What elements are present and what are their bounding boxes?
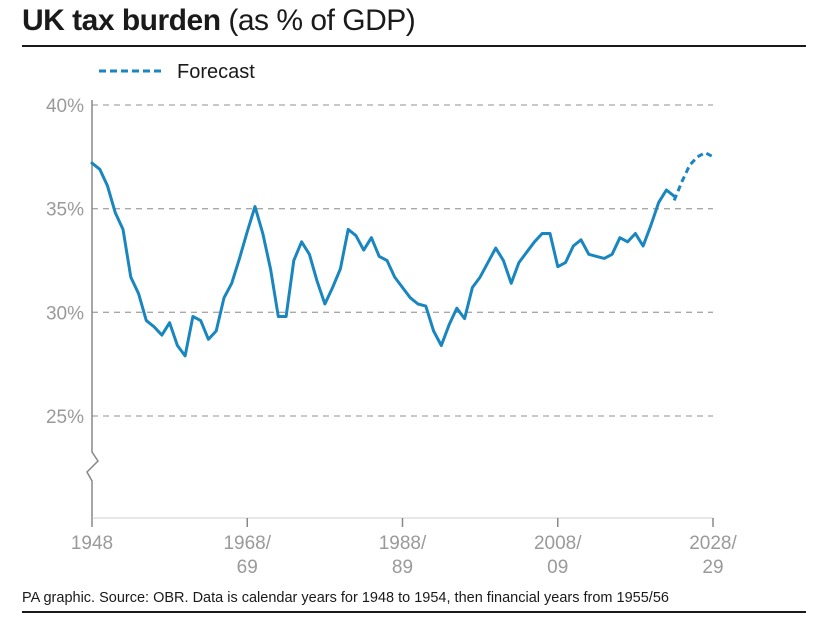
legend: Forecast	[99, 61, 255, 83]
x-tick-label-2028: 2028/	[689, 533, 737, 554]
legend-forecast-label: Forecast	[177, 61, 255, 83]
axes	[86, 100, 714, 527]
x-tick-label-1988: 1988/	[379, 533, 427, 554]
grid-lines	[92, 104, 713, 417]
x-tick-label-2008: 2008/	[534, 533, 582, 554]
x-tick-label-1968: 1968/	[223, 533, 271, 554]
title-main: UK tax burden	[22, 4, 221, 37]
series-line-forecast	[672, 151, 714, 201]
title-subtitle: (as % of GDP)	[228, 4, 416, 37]
chart-title: UK tax burden (as % of GDP)	[22, 4, 416, 38]
y-tick-label-30: 30%	[46, 303, 84, 324]
x-tick-label-2028-line2: 29	[702, 557, 723, 578]
x-tick-label-1988-line2: 89	[392, 557, 413, 578]
y-tick-label-40: 40%	[46, 96, 84, 117]
x-tick-label-2008-line2: 09	[547, 557, 568, 578]
x-tick-label-1948: 1948	[71, 533, 113, 554]
tick-labels: 40% 35% 30% 25% 1948 1968/69 1988/89 2008/09 202…	[46, 96, 738, 578]
top-rule	[22, 45, 806, 47]
y-tick-label-25: 25%	[46, 407, 84, 428]
y-tick-label-35: 35%	[46, 200, 84, 221]
x-tick-label-1968-line2: 69	[237, 557, 258, 578]
bottom-rule	[22, 611, 806, 613]
y-axis	[86, 100, 99, 518]
source-note: PA graphic. Source: OBR. Data is calenda…	[22, 590, 669, 606]
series-lines	[90, 151, 714, 358]
series-line-actual	[90, 161, 676, 358]
